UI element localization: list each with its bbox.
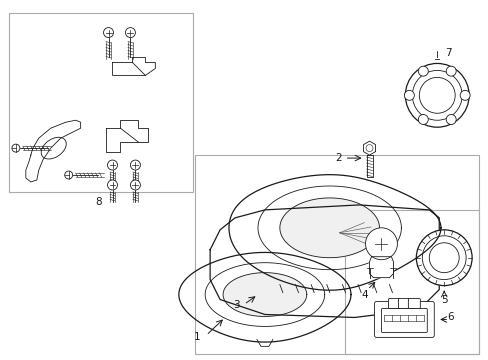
Text: 7: 7 [444, 49, 451, 58]
Polygon shape [369, 257, 393, 278]
Polygon shape [363, 141, 375, 155]
Polygon shape [210, 205, 438, 318]
Circle shape [417, 114, 427, 125]
Text: 6: 6 [447, 312, 453, 323]
FancyBboxPatch shape [387, 298, 400, 309]
Circle shape [404, 90, 413, 100]
FancyBboxPatch shape [398, 298, 409, 309]
Circle shape [64, 171, 73, 179]
Circle shape [417, 66, 427, 76]
Circle shape [130, 180, 140, 190]
Circle shape [130, 160, 140, 170]
Circle shape [459, 90, 469, 100]
Text: 2: 2 [334, 153, 341, 163]
Polygon shape [26, 120, 81, 182]
Circle shape [12, 144, 20, 152]
Circle shape [446, 114, 455, 125]
Text: 1: 1 [193, 332, 200, 342]
Text: 8: 8 [95, 197, 102, 207]
Circle shape [446, 66, 455, 76]
FancyBboxPatch shape [407, 298, 420, 309]
Circle shape [103, 28, 113, 37]
Bar [9, 13, 193, 192]
Text: 4: 4 [361, 289, 367, 300]
Circle shape [365, 228, 397, 260]
Circle shape [125, 28, 135, 37]
Circle shape [107, 180, 117, 190]
Text: 5: 5 [440, 294, 447, 305]
Circle shape [415, 230, 471, 285]
Circle shape [107, 160, 117, 170]
FancyBboxPatch shape [374, 302, 433, 337]
Circle shape [405, 63, 468, 127]
Polygon shape [112, 58, 155, 75]
Polygon shape [105, 120, 148, 152]
Polygon shape [279, 198, 379, 258]
Text: 3: 3 [233, 300, 240, 310]
Polygon shape [223, 273, 306, 316]
